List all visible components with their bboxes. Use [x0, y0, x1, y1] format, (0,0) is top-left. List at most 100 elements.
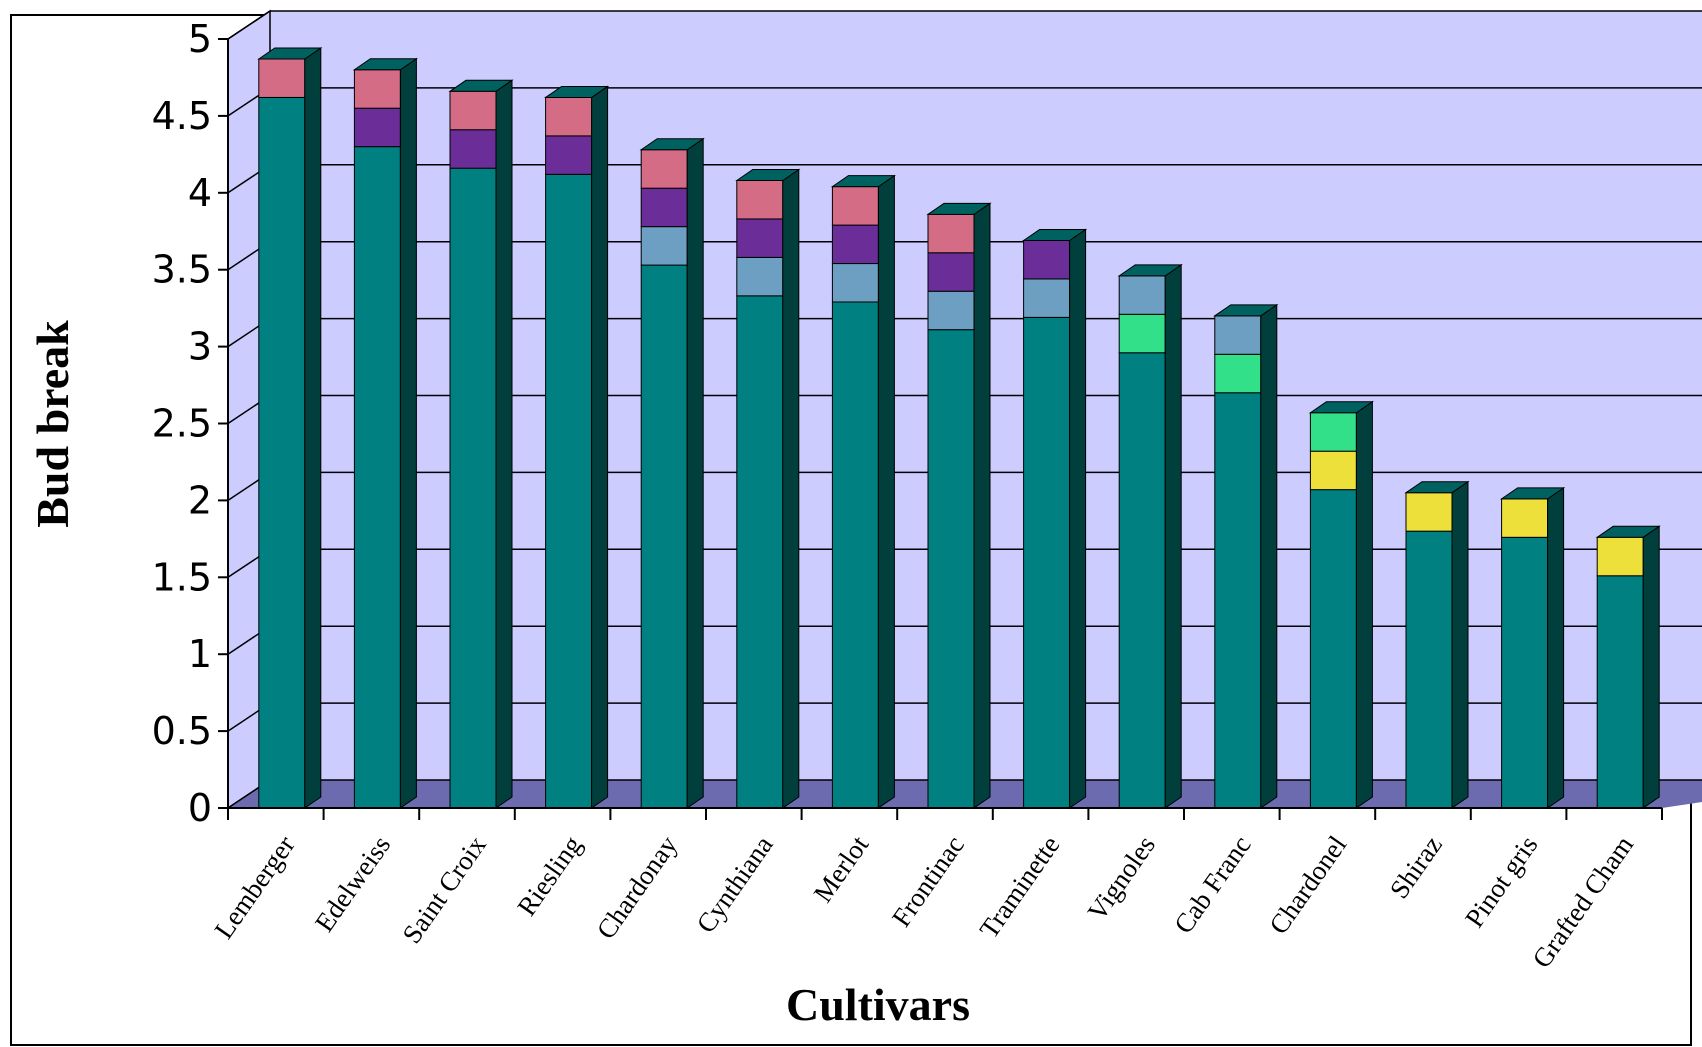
bar-side	[686, 137, 704, 809]
bar-segment	[1214, 353, 1262, 394]
bar-segment	[1023, 239, 1071, 280]
bar-side	[1642, 525, 1660, 809]
bar	[639, 137, 705, 809]
bar	[1213, 303, 1279, 809]
bar-side	[1451, 480, 1469, 809]
bar	[735, 168, 801, 809]
bar-side	[399, 57, 417, 809]
bar-side	[1069, 228, 1087, 809]
bar-segment	[1596, 536, 1644, 577]
bar-segment	[831, 301, 879, 809]
bar-segment	[736, 256, 784, 297]
y-tick-label: 2	[188, 478, 212, 522]
bar-segment	[545, 173, 593, 809]
bar-segment	[1596, 575, 1644, 809]
bar	[830, 174, 897, 809]
bar	[352, 57, 419, 809]
bar	[1595, 525, 1661, 809]
bar-top	[639, 138, 705, 151]
bar-segment	[545, 135, 593, 175]
bar	[1308, 400, 1375, 809]
bar-segment	[1023, 278, 1071, 318]
bar-segment	[353, 107, 401, 148]
bar-top	[1499, 487, 1566, 500]
bar-top	[352, 58, 419, 71]
bar-segment	[353, 146, 401, 809]
bar-segment	[1214, 392, 1262, 809]
bar-segment	[1309, 412, 1357, 452]
bar-segment	[449, 90, 497, 131]
bar-side	[304, 47, 322, 809]
bar-top	[1308, 401, 1375, 414]
bar-top	[830, 175, 897, 188]
bar-segment	[258, 96, 306, 809]
bar-segment	[1118, 275, 1166, 315]
bar-segment	[736, 179, 784, 220]
bar-segment	[1405, 492, 1453, 532]
bar-segment	[640, 149, 688, 189]
bar-segment	[1501, 536, 1549, 809]
bar-segment	[736, 295, 784, 809]
y-tick-label: 5	[188, 17, 212, 61]
y-tick-label: 3	[188, 325, 212, 369]
bar	[543, 85, 610, 809]
bar-segment	[258, 58, 306, 98]
y-tick-label: 2.5	[152, 402, 212, 446]
bar-segment	[1309, 450, 1357, 491]
y-tick-label: 0	[188, 786, 212, 830]
y-tick-label: 4	[188, 171, 212, 215]
bar-side	[1260, 303, 1278, 809]
bar-segment	[449, 167, 497, 809]
bar-segment	[353, 69, 401, 109]
bar-side	[782, 168, 800, 809]
bar	[257, 47, 323, 809]
bar-side	[1164, 263, 1182, 809]
bar-side	[1547, 486, 1565, 809]
bar-segment	[1501, 498, 1549, 538]
bar-segment	[927, 213, 975, 254]
bar-side	[1355, 400, 1373, 809]
bar-side	[973, 202, 991, 809]
bar-segment	[1118, 352, 1166, 809]
bar-top	[543, 85, 610, 98]
bar-segment	[1309, 489, 1357, 809]
bar-segment	[449, 129, 497, 169]
bar-segment	[927, 329, 975, 809]
bar-segment	[1405, 530, 1453, 809]
bar-segment	[831, 263, 879, 303]
bar-top	[257, 47, 323, 60]
bar-segment	[640, 264, 688, 809]
bar	[1404, 480, 1470, 809]
bar-side	[495, 79, 513, 809]
bar-segment	[831, 186, 879, 226]
bar-segment	[1023, 316, 1071, 809]
bar-segment	[927, 252, 975, 292]
bar-segment	[1214, 315, 1262, 355]
y-tick-label: 3.5	[152, 248, 212, 292]
bar	[926, 202, 992, 809]
bar	[1117, 263, 1183, 809]
y-tick-label: 1.5	[152, 555, 212, 599]
bar	[448, 79, 514, 809]
bar-top	[926, 202, 992, 215]
bar-top	[1021, 228, 1088, 241]
bar-top	[1404, 481, 1470, 494]
bar-segment	[927, 290, 975, 331]
gridline	[227, 10, 1702, 40]
bar-top	[1595, 525, 1661, 538]
y-axis-title: Bud break	[27, 320, 78, 528]
bar-segment	[1118, 313, 1166, 354]
bar-top	[1213, 304, 1279, 317]
bar-segment	[640, 226, 688, 266]
bar-top	[448, 79, 514, 92]
bar-side	[877, 174, 895, 809]
y-tick-label: 0.5	[152, 709, 212, 753]
bar-top	[1117, 264, 1183, 277]
y-tick-label: 4.5	[152, 94, 212, 138]
x-axis-title: Cultivars	[786, 979, 970, 1030]
bar-side	[591, 85, 609, 809]
bar	[1021, 228, 1088, 809]
bar-top	[735, 168, 801, 181]
